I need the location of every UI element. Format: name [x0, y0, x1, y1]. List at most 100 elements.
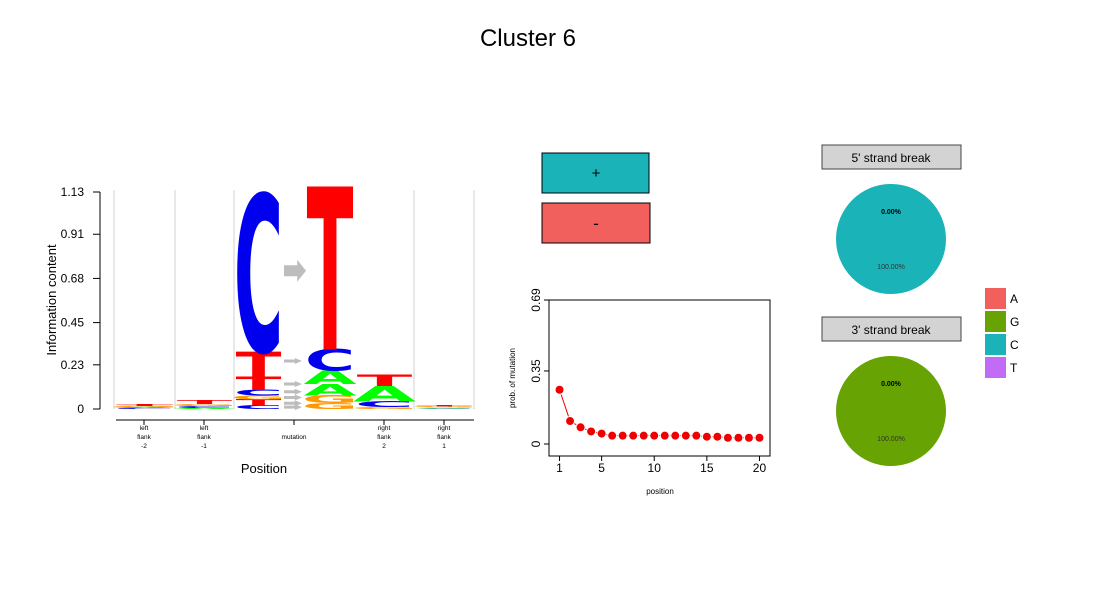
scatter-point — [629, 431, 638, 440]
logo-letter-A: A — [173, 408, 237, 410]
logo-letter-A: A — [303, 381, 357, 399]
logo-letter-G: G — [411, 406, 478, 408]
legend-swatch-C — [985, 334, 1006, 355]
logo-letter-C: C — [114, 408, 176, 410]
three-prime-strip — [821, 316, 962, 342]
logo-x-tick-label: right — [438, 425, 451, 432]
scatter-x-tick-label: 5 — [598, 461, 605, 475]
scatter-point — [744, 433, 753, 442]
logo-letter-G: G — [231, 395, 286, 401]
scatter-point — [734, 433, 743, 442]
three-prime-slice-label-large: 100.00% — [877, 436, 905, 443]
scatter-x-tick-label: 10 — [648, 461, 662, 475]
logo-y-label: Information content — [44, 244, 59, 356]
scatter-point — [639, 431, 648, 440]
scatter-points — [555, 385, 764, 442]
scatter-y-tick-label: 0.69 — [529, 288, 543, 312]
five-prime-strip — [821, 144, 962, 170]
legend-label-A: A — [1010, 292, 1018, 306]
scatter-point — [681, 431, 690, 440]
logo-letter-C: C — [415, 407, 475, 408]
scatter-point — [576, 423, 585, 432]
scatter-point — [597, 429, 606, 438]
scatter-point — [608, 431, 617, 440]
logo-arrows — [284, 259, 306, 411]
logo-y-tick-label: 0 — [77, 402, 84, 416]
scatter-point — [692, 431, 701, 440]
three-prime-slice-label-small: 0.00% — [881, 381, 902, 388]
scatter-point — [671, 431, 680, 440]
logo-x-tick-label: right — [378, 425, 391, 432]
logo-x-tick-label: flank — [137, 434, 151, 441]
logo-letter-T: T — [236, 373, 282, 395]
logo-x-tick-label: -1 — [201, 443, 207, 450]
scatter-x-tick-label: 1 — [556, 461, 563, 475]
logo-letter-T: T — [177, 399, 233, 405]
scatter-point — [660, 431, 669, 440]
scatter-point — [555, 385, 564, 394]
logo-x-ticks: left flank -2 left flank -1 mutation right flank… — [137, 420, 452, 450]
plus-strand-label: + — [592, 165, 601, 182]
logo-letter-A: A — [303, 367, 356, 389]
five-prime-slice-label-large: 100.00% — [877, 264, 905, 271]
legend-label-T: T — [1010, 361, 1018, 375]
legend-swatch-A — [985, 288, 1006, 309]
logo-x-tick-label: flank — [377, 434, 391, 441]
logo-grid — [113, 190, 475, 409]
figure-title: Cluster 6 — [480, 25, 576, 52]
mutation-arrow — [284, 357, 302, 364]
logo-letter-C: C — [175, 406, 235, 409]
logo-letter-T: T — [236, 398, 282, 407]
logo-letter-T: T — [307, 143, 354, 404]
logo-letter-T: T — [236, 345, 283, 385]
scatter-plot-frame — [548, 299, 771, 457]
logo-letter-C: C — [305, 344, 355, 378]
scatter-connector — [574, 423, 577, 426]
logo-x-tick-label: flank — [437, 434, 451, 441]
logo-y-tick-label: 0.91 — [61, 227, 85, 241]
scatter-x-label: position — [646, 487, 674, 496]
five-prime-pie — [836, 184, 946, 294]
plus-strand-box — [541, 152, 650, 194]
logo-x-tick-label: 2 — [382, 443, 386, 450]
logo-x-label: Position — [241, 461, 287, 476]
three-prime-title: 3' strand break — [851, 323, 931, 337]
logo-letter-G: G — [351, 407, 418, 410]
three-prime-pie — [836, 356, 946, 466]
logo-letter-G: G — [302, 393, 358, 405]
legend-label-C: C — [1010, 338, 1019, 352]
logo-letter-A: A — [353, 382, 416, 406]
mutation-arrow — [284, 388, 302, 395]
logo-letter-C: C — [234, 152, 283, 403]
five-prime-panel: 5' strand break 0.00% 100.00% — [821, 144, 962, 294]
minus-strand-label: - — [593, 214, 599, 233]
scatter-point — [587, 427, 596, 436]
scatter-x-tick-label: 15 — [700, 461, 714, 475]
logo-y-tick-label: 0.68 — [61, 271, 85, 285]
scatter-x-tick-label: 20 — [753, 461, 767, 475]
scatter-point — [566, 417, 575, 426]
scatter-point — [650, 431, 659, 440]
legend-label-G: G — [1010, 315, 1019, 329]
logo-y-tick-label: 0.45 — [61, 316, 85, 330]
legend-swatch-G — [985, 311, 1006, 332]
three-prime-panel: 3' strand break 0.00% 100.00% — [821, 316, 962, 466]
scatter-point — [618, 431, 627, 440]
logo-y-tick-label: 0.23 — [61, 358, 85, 372]
five-prime-title: 5' strand break — [851, 151, 931, 165]
logo-letter-C: C — [234, 388, 283, 397]
scatter-point — [713, 432, 722, 441]
scatter-y-tick-label: 0.35 — [529, 359, 543, 383]
logo-letter-G: G — [171, 404, 238, 407]
scatter-point — [723, 433, 732, 442]
logo-letter-T: T — [357, 371, 413, 389]
logo-x-tick-label: left — [140, 425, 149, 432]
logo-x-tick-label: -2 — [141, 443, 147, 450]
logo-letter-A: A — [112, 407, 177, 409]
